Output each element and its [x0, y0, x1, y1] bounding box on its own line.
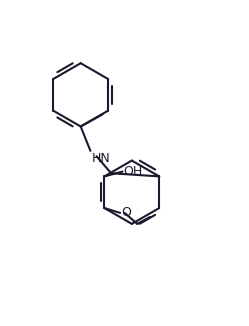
- Text: OH: OH: [124, 165, 143, 178]
- Text: HN: HN: [92, 152, 110, 165]
- Text: O: O: [121, 206, 131, 219]
